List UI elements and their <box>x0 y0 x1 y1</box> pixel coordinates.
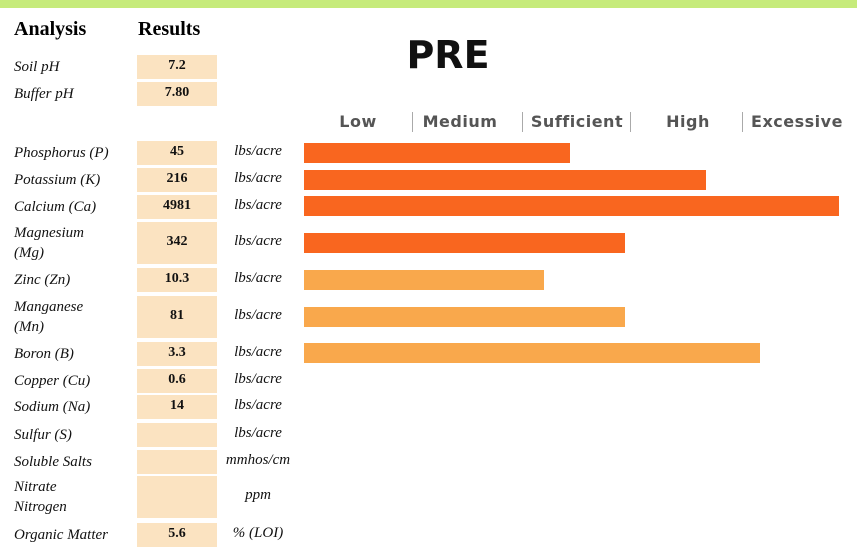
analysis-name: Sodium (Na) <box>14 399 91 415</box>
analysis-name: Soluble Salts <box>14 454 92 470</box>
result-cell <box>137 342 217 366</box>
result-cell <box>137 55 217 79</box>
analysis-name: Potassium (K) <box>14 172 101 188</box>
result-value: 45 <box>170 144 184 159</box>
result-cell <box>137 523 217 547</box>
bar <box>304 170 706 190</box>
result-value: 7.2 <box>168 58 186 73</box>
analysis-name: Soil pH <box>14 59 60 75</box>
result-value: 4981 <box>163 198 191 213</box>
unit: lbs/acre <box>234 233 282 249</box>
result-cell <box>137 195 217 219</box>
result-cell <box>137 450 217 474</box>
result-cell <box>137 395 217 419</box>
result-cell <box>137 423 217 447</box>
result-value: 10.3 <box>164 271 190 286</box>
bar <box>304 143 570 163</box>
result-cell <box>137 141 217 165</box>
bar <box>304 233 625 253</box>
result-value: 5.6 <box>168 526 186 541</box>
analysis-name: Organic Matter <box>14 527 109 543</box>
result-cell <box>137 168 217 192</box>
analysis-name: Zinc (Zn) <box>14 272 71 288</box>
bar <box>304 343 760 363</box>
unit: lbs/acre <box>234 197 282 213</box>
scale-separator <box>522 112 523 132</box>
analysis-name: Magnesium <box>14 225 84 241</box>
bar <box>304 196 839 216</box>
top-strip <box>0 0 857 8</box>
unit: lbs/acre <box>234 143 282 159</box>
analysis-name: Nitrogen <box>14 499 67 515</box>
title: PRE <box>406 33 490 77</box>
scale-separator <box>630 112 631 132</box>
bar <box>304 270 544 290</box>
analysis-name: Boron (B) <box>14 346 74 362</box>
unit: % (LOI) <box>232 525 284 541</box>
result-value: 216 <box>166 171 188 186</box>
result-value: 3.3 <box>168 345 186 360</box>
result-cell <box>137 222 217 264</box>
analysis-name: Manganese <box>14 299 84 315</box>
result-value: 7.80 <box>164 85 190 100</box>
analysis-name: Buffer pH <box>14 86 74 102</box>
scale-label: Sufficient <box>530 112 624 131</box>
unit: lbs/acre <box>234 307 282 323</box>
result-cell <box>137 476 217 518</box>
scale-label: Low <box>339 112 377 131</box>
result-cell <box>137 369 217 393</box>
unit: lbs/acre <box>234 371 282 387</box>
scale-separator <box>742 112 743 132</box>
scale-label: High <box>666 112 710 131</box>
result-cell <box>137 268 217 292</box>
analysis-name: Sulfur (S) <box>14 427 72 443</box>
scale-label: Medium <box>422 112 498 131</box>
result-cell <box>137 296 217 338</box>
unit: mmhos/cm <box>225 452 291 468</box>
result-value: 0.6 <box>168 372 186 387</box>
header-results: Results <box>138 18 201 40</box>
unit: lbs/acre <box>234 170 282 186</box>
analysis-name: Nitrate <box>14 479 57 495</box>
result-value: 14 <box>170 398 184 413</box>
unit: lbs/acre <box>234 425 282 441</box>
result-value: 81 <box>170 308 184 323</box>
analysis-name: (Mg) <box>14 245 44 261</box>
unit: lbs/acre <box>234 397 282 413</box>
analysis-name: Copper (Cu) <box>14 373 91 389</box>
unit: lbs/acre <box>234 270 282 286</box>
analysis-name: Phosphorus (P) <box>14 145 109 161</box>
result-cell <box>137 82 217 106</box>
result-value: 342 <box>166 234 188 249</box>
header-analysis: Analysis <box>14 18 87 40</box>
bar <box>304 307 625 327</box>
unit: lbs/acre <box>234 344 282 360</box>
analysis-name: (Mn) <box>14 319 44 335</box>
unit: ppm <box>245 487 271 503</box>
scale-label: Excessive <box>751 112 843 131</box>
analysis-name: Calcium (Ca) <box>14 199 97 215</box>
scale-separator <box>412 112 413 132</box>
